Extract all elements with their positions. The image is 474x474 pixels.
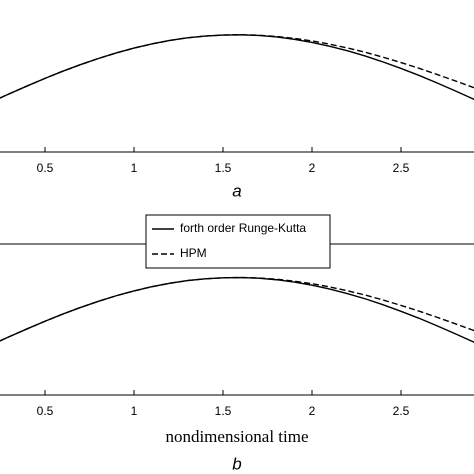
- panel-caption: a: [232, 181, 241, 200]
- x-tick-label: 1.5: [215, 161, 232, 175]
- series-line: [0, 276, 474, 342]
- x-tick-label: 2: [309, 161, 316, 175]
- x-tick-label: 0.5: [37, 161, 54, 175]
- x-tick-label: 1: [131, 404, 138, 418]
- x-axis-label: nondimensional time: [165, 427, 308, 446]
- series-line: [0, 34, 474, 99]
- legend-box: [145, 214, 331, 269]
- x-tick-label: 1.5: [215, 404, 232, 418]
- x-tick-label: 2.5: [393, 161, 410, 175]
- legend-label: HPM: [180, 246, 207, 260]
- legend-label: forth order Runge-Kutta: [180, 221, 306, 235]
- x-tick-label: 2.5: [393, 404, 410, 418]
- series-line: [0, 276, 474, 343]
- x-tick-label: 1: [131, 161, 138, 175]
- x-tick-label: 0.5: [37, 404, 54, 418]
- series-line: [0, 34, 474, 101]
- panel-caption: b: [232, 454, 241, 473]
- x-tick-label: 2: [309, 404, 316, 418]
